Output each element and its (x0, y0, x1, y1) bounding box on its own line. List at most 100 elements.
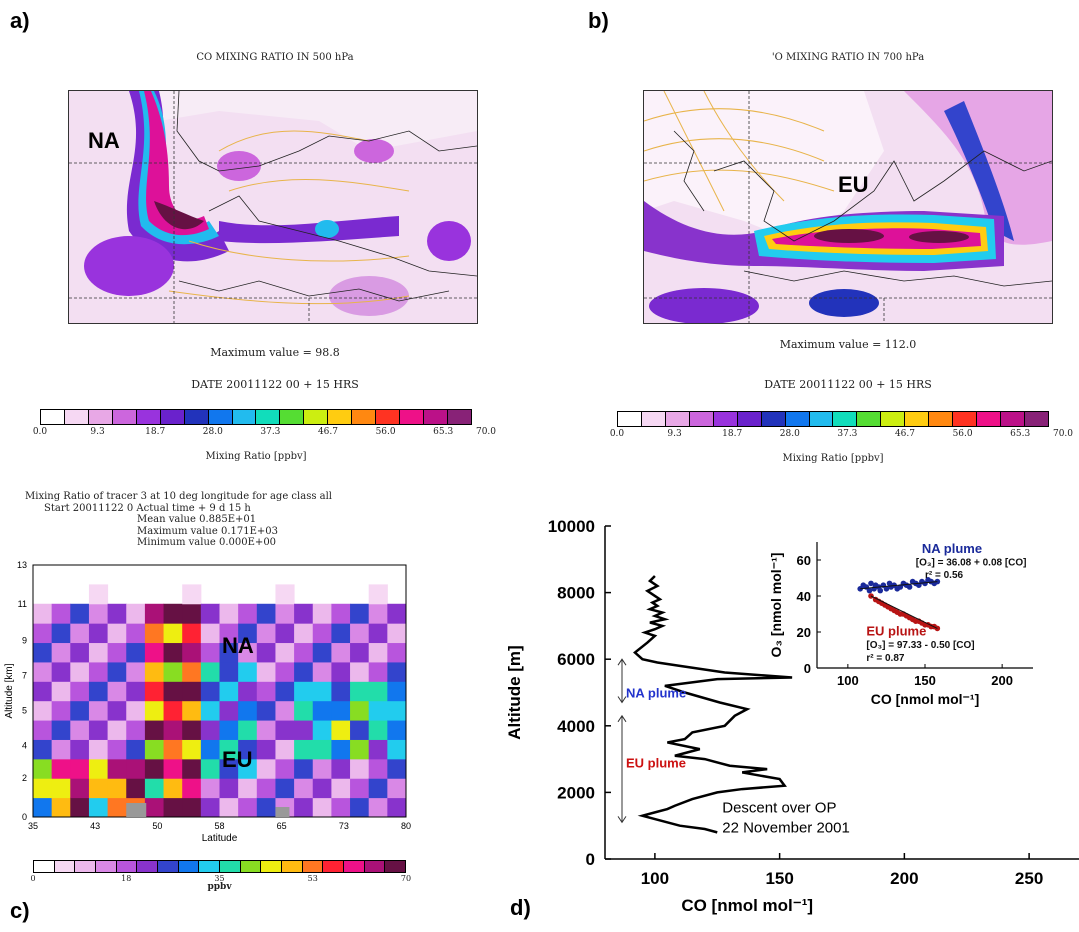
heatmap-cell (70, 681, 90, 702)
colorbar-swatch (618, 412, 642, 426)
heatmap-cell (200, 797, 220, 818)
colorbar-tick-label: 0.0 (32, 427, 48, 437)
heatmap-cell (368, 739, 388, 760)
colorbar-swatch (881, 412, 906, 426)
profile-annotation-line-1: Descent over OP (722, 799, 836, 816)
heatmap-cell (144, 758, 165, 779)
heatmap-cell (387, 603, 407, 624)
panel-c-eu-label: EU (222, 747, 253, 772)
heatmap-cell (275, 584, 295, 605)
colorbar-c: 0 18 35 53 70 ppbv (30, 860, 411, 892)
colorbar-swatch (323, 861, 345, 872)
heatmap-cell (107, 700, 127, 721)
heatmap-x-tick: 43 (90, 821, 100, 831)
colorbar-swatch (713, 412, 738, 426)
panel-b-date: DATE 20011122 00 + 15 HRS (764, 378, 932, 391)
heatmap-cell (294, 681, 314, 702)
colorbar-swatch (178, 861, 200, 872)
heatmap-frame (32, 564, 407, 818)
inset-x-label: CO [nmol mol⁻¹] (871, 691, 980, 707)
colorbar-swatch (280, 410, 305, 424)
colorbar-swatch (240, 861, 262, 872)
heatmap-y-tick: 4 (22, 740, 27, 750)
heatmap-cell (387, 797, 407, 818)
colorbar-b: 0.0 9.3 18.7 28.0 37.3 46.7 56.0 65.3 70.0 Mixin… (610, 411, 1073, 464)
heatmap-cell (256, 623, 276, 644)
heatmap-cell (219, 642, 239, 663)
colorbar-swatch (137, 861, 159, 872)
heatmap-cell (70, 778, 90, 799)
heatmap-cell (294, 739, 314, 760)
heatmap-cell (51, 681, 71, 702)
heatmap-cell (126, 603, 146, 624)
colorbar-tick-label: 28.0 (779, 429, 800, 439)
heatmap-cell (256, 778, 276, 799)
heatmap-cell (331, 720, 351, 740)
heatmap-cell (70, 642, 90, 663)
heatmap-cell (88, 623, 109, 644)
colorbar-swatch (199, 861, 221, 872)
colorbar-swatch (977, 412, 1001, 426)
heatmap-cell (256, 739, 276, 760)
panel-c-meta-line-5: Minimum value 0.000E+00 (137, 537, 277, 548)
heatmap-cell (200, 661, 220, 682)
heatmap-cell (33, 642, 53, 663)
colorbar-tick-label: 9.3 (667, 429, 682, 439)
heatmap-cell (331, 778, 351, 799)
heatmap-cell (51, 758, 71, 779)
colorbar-swatch (344, 861, 365, 872)
heatmap-cell (51, 603, 71, 624)
colorbar-swatch (158, 861, 179, 872)
heatmap-cell (33, 739, 53, 760)
profile-x-tick-label: 250 (1015, 869, 1043, 888)
colorbar-swatch (88, 410, 113, 424)
terrain-mark (126, 803, 147, 817)
heatmap-cell (182, 642, 202, 663)
colorbar-tick-label: 18.7 (722, 429, 743, 439)
heatmap-cell (51, 661, 71, 682)
colorbar-c-ticks: 0 18 35 53 70 (30, 874, 411, 886)
heatmap-cell (144, 681, 165, 702)
colorbar-swatch (737, 412, 762, 426)
heatmap-cell (88, 758, 109, 779)
panel-c-label: c) (10, 898, 30, 923)
heatmap-cell (350, 720, 370, 740)
plume-label: EU plume (626, 755, 686, 770)
colorbar-swatch (809, 412, 834, 426)
heatmap-cell (107, 739, 127, 760)
heatmap-cell (331, 739, 351, 760)
heatmap-cell (368, 720, 388, 740)
panel-c-heatmap: 35 43 50 58 65 73 80 Latitude 0 2 4 5 7 9 11 13 Altitude… (4, 560, 411, 844)
colorbar-swatch (232, 410, 257, 424)
heatmap-cell (387, 720, 407, 740)
heatmap-cell (331, 661, 351, 682)
heatmap-cell (312, 642, 332, 663)
heatmap-cell (163, 720, 183, 740)
colorbar-tick-label: 56.0 (375, 427, 396, 437)
heatmap-cell (88, 603, 109, 624)
heatmap-cell (312, 603, 332, 624)
colorbar-swatch (282, 861, 303, 872)
panel-b-max-value: Maximum value = 112.0 (779, 338, 917, 351)
heatmap-x-tick: 73 (339, 821, 349, 831)
heatmap-cell (126, 681, 146, 702)
inset-eu-fit: [O₃] = 97.33 - 0.50 [CO] (866, 640, 974, 651)
heatmap-cell (107, 778, 127, 799)
inset-na-name: NA plume (922, 541, 982, 556)
heatmap-y-label: Altitude [km] (4, 663, 15, 718)
colorbar-swatch (34, 861, 55, 872)
colorbar-swatch (1001, 412, 1025, 426)
inset-y-label: O₃ [nmol mol⁻¹] (768, 553, 784, 658)
heatmap-cell (126, 661, 146, 682)
heatmap-cell (256, 720, 276, 740)
colorbar-swatch (929, 412, 954, 426)
heatmap-cell (387, 681, 407, 702)
colorbar-swatch (905, 412, 930, 426)
heatmap-cell (350, 681, 370, 702)
heatmap-cell (70, 700, 90, 721)
heatmap-cell (219, 720, 239, 740)
colorbar-swatch (424, 410, 448, 424)
panel-b-map-graphic (644, 91, 1052, 323)
heatmap-y-tick: 11 (18, 599, 27, 609)
heatmap-cell (144, 739, 165, 760)
